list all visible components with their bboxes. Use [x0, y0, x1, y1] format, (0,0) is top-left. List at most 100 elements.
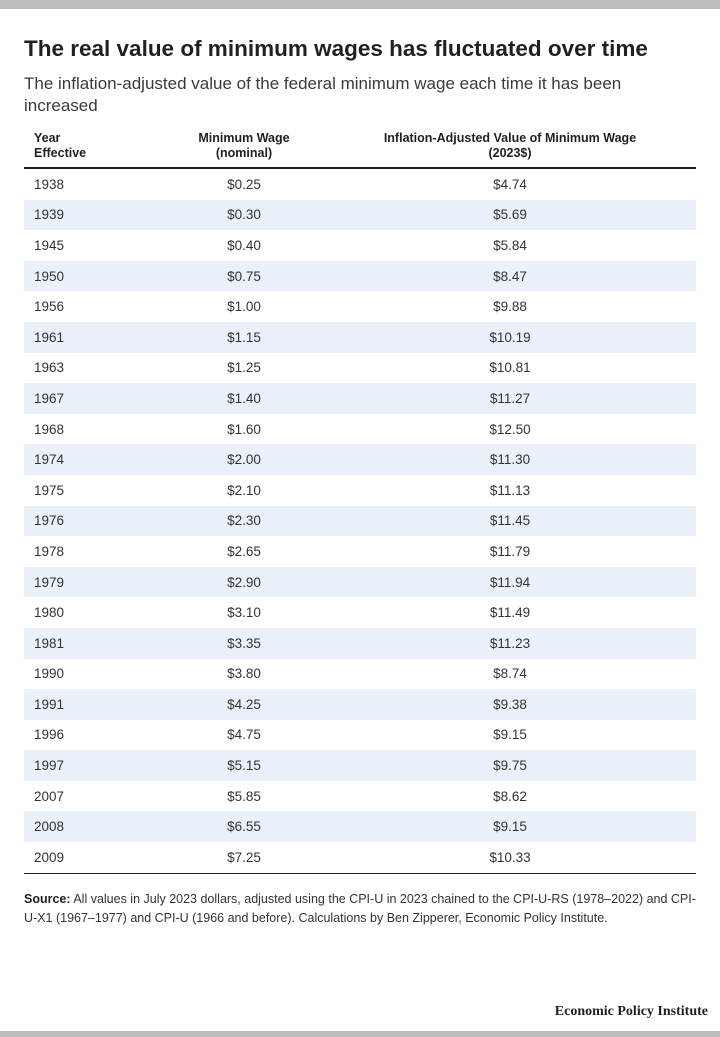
- cell-adjusted-wage: $11.79: [489, 543, 531, 559]
- cell-adjusted-wage: $11.49: [489, 605, 531, 621]
- source-text: All values in July 2023 dollars, adjuste…: [24, 891, 696, 925]
- cell-adjusted-wage: $5.84: [493, 237, 527, 253]
- cell-year: 1981: [24, 627, 164, 659]
- table-row: 1967 $1.40 $11.27: [24, 383, 696, 414]
- cell-adjusted-wage: $9.38: [324, 689, 696, 720]
- header-minimum-wage-nominal: Minimum Wage (nominal): [164, 131, 324, 169]
- cell-year: 1963: [34, 360, 65, 376]
- table-row: 1950 $0.75 $8.47: [24, 260, 696, 292]
- cell-year: 1961: [24, 321, 164, 353]
- cell-adjusted-wage: $9.75: [324, 750, 696, 781]
- cell-nominal-wage: $0.30: [164, 199, 324, 231]
- table-row: 1945 $0.40 $5.84: [24, 230, 696, 261]
- cell-nominal-wage: $4.25: [164, 689, 324, 720]
- table-row: 1979 $2.90 $11.94: [24, 566, 696, 598]
- cell-nominal-wage: $1.00: [227, 299, 261, 315]
- cell-year: 1979: [24, 566, 164, 598]
- wage-table: Year Effective Minimum Wage (nominal) In…: [24, 131, 696, 874]
- table-row: 1996 $4.75 $9.15: [24, 720, 696, 751]
- cell-year: 1945: [34, 237, 65, 253]
- table-body: 1938 $0.25 $4.74 1939 $0.30 $5.69 1945 $0.40 $5.…: [24, 168, 696, 874]
- cell-adjusted-wage: $8.74: [493, 666, 527, 682]
- table-row: 1975 $2.10 $11.13: [24, 475, 696, 506]
- cell-year: 1950: [24, 260, 164, 292]
- source-note: Source: All values in July 2023 dollars,…: [24, 890, 696, 928]
- cell-year: 1978: [34, 543, 65, 559]
- cell-nominal-wage: $2.30: [164, 505, 324, 537]
- header-year-effective: Year Effective: [24, 131, 164, 169]
- cell-adjusted-wage: $11.23: [324, 627, 696, 659]
- table-row: 1991 $4.25 $9.38: [24, 689, 696, 720]
- cell-nominal-wage: $2.90: [164, 566, 324, 598]
- cell-nominal-wage: $6.55: [164, 811, 324, 843]
- cell-year: 1975: [34, 482, 65, 498]
- cell-nominal-wage: $5.15: [164, 750, 324, 781]
- cell-adjusted-wage: $5.69: [324, 199, 696, 231]
- table-row: 1956 $1.00 $9.88: [24, 291, 696, 322]
- cell-year: 1976: [24, 505, 164, 537]
- cell-year: 2007: [34, 788, 65, 804]
- cell-nominal-wage: $2.00: [164, 444, 324, 475]
- table-row: 2009 $7.25 $10.33: [24, 842, 696, 874]
- cell-nominal-wage: $0.40: [227, 237, 261, 253]
- cell-nominal-wage: $3.80: [227, 666, 261, 682]
- cell-nominal-wage: $0.25: [227, 176, 261, 192]
- cell-adjusted-wage: $11.27: [324, 383, 696, 414]
- cell-year: 1997: [24, 750, 164, 781]
- table-row: 1981 $3.35 $11.23: [24, 627, 696, 659]
- cell-nominal-wage: $1.15: [164, 321, 324, 353]
- cell-year: 2008: [24, 811, 164, 843]
- table-row: 1961 $1.15 $10.19: [24, 321, 696, 353]
- cell-year: 1956: [34, 299, 65, 315]
- header-adjusted-text: Inflation-Adjusted Value of Minimum Wage…: [383, 131, 637, 160]
- cell-nominal-wage: $1.40: [164, 383, 324, 414]
- cell-adjusted-wage: $10.33: [324, 842, 696, 874]
- cell-year: 1980: [34, 605, 65, 621]
- cell-year: 2009: [24, 842, 164, 874]
- top-border: [0, 0, 720, 9]
- table-row: 2008 $6.55 $9.15: [24, 811, 696, 843]
- cell-nominal-wage: $3.35: [164, 627, 324, 659]
- cell-year: 1974: [24, 444, 164, 475]
- cell-adjusted-wage: $4.74: [493, 176, 527, 192]
- cell-nominal-wage: $2.10: [227, 482, 261, 498]
- table-row: 1968 $1.60 $12.50: [24, 414, 696, 445]
- cell-adjusted-wage: $12.50: [489, 421, 531, 437]
- cell-adjusted-wage: $9.15: [324, 811, 696, 843]
- table-row: 1978 $2.65 $11.79: [24, 536, 696, 567]
- cell-year: 1967: [24, 383, 164, 414]
- cell-year: 1938: [34, 176, 65, 192]
- header-year-text: Year Effective: [34, 131, 87, 160]
- table-row: 1938 $0.25 $4.74: [24, 168, 696, 200]
- cell-adjusted-wage: $9.15: [493, 727, 527, 743]
- table-row: 1939 $0.30 $5.69: [24, 199, 696, 231]
- cell-adjusted-wage: $11.13: [489, 482, 531, 498]
- bottom-border: [0, 1031, 720, 1037]
- cell-adjusted-wage: $9.88: [493, 299, 527, 315]
- cell-adjusted-wage: $11.94: [324, 566, 696, 598]
- cell-nominal-wage: $0.75: [164, 260, 324, 292]
- table-row: 1976 $2.30 $11.45: [24, 505, 696, 537]
- chart-title: The real value of minimum wages has fluc…: [24, 36, 648, 61]
- source-label: Source:: [24, 891, 71, 906]
- cell-nominal-wage: $5.85: [227, 788, 261, 804]
- cell-year: 1968: [34, 421, 65, 437]
- cell-year: 1996: [34, 727, 65, 743]
- table-header-row: Year Effective Minimum Wage (nominal) In…: [24, 131, 696, 169]
- cell-nominal-wage: $1.60: [227, 421, 261, 437]
- cell-adjusted-wage: $8.47: [324, 260, 696, 292]
- cell-year: 1939: [24, 199, 164, 231]
- header-inflation-adjusted: Inflation-Adjusted Value of Minimum Wage…: [324, 131, 696, 169]
- cell-nominal-wage: $3.10: [227, 605, 261, 621]
- cell-adjusted-wage: $10.81: [489, 360, 531, 376]
- cell-nominal-wage: $7.25: [164, 842, 324, 874]
- cell-adjusted-wage: $8.62: [493, 788, 527, 804]
- cell-nominal-wage: $1.25: [227, 360, 261, 376]
- header-nominal-text: Minimum Wage (nominal): [198, 131, 290, 160]
- table-row: 1997 $5.15 $9.75: [24, 750, 696, 781]
- figure-container: The real value of minimum wages has fluc…: [24, 34, 696, 928]
- table-row: 1974 $2.00 $11.30: [24, 444, 696, 475]
- cell-adjusted-wage: $11.30: [324, 444, 696, 475]
- publisher-logo: Economic Policy Institute: [554, 1004, 708, 1019]
- cell-adjusted-wage: $10.19: [324, 321, 696, 353]
